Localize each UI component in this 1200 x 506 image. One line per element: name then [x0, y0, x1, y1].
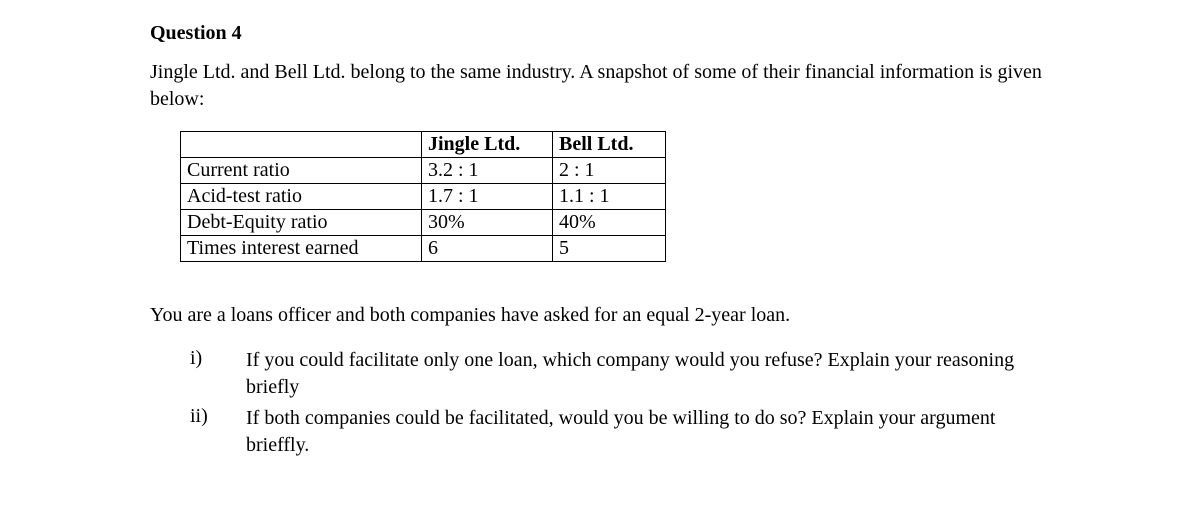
- table-header-cell: Bell Ltd.: [553, 132, 666, 158]
- table-cell: 3.2 : 1: [422, 158, 553, 184]
- table-cell: Debt-Equity ratio: [181, 210, 422, 236]
- table-cell: Times interest earned: [181, 236, 422, 262]
- table-cell: 2 : 1: [553, 158, 666, 184]
- table-cell: 40%: [553, 210, 666, 236]
- part-marker: ii): [190, 405, 246, 428]
- part-marker: i): [190, 347, 246, 370]
- question-part: ii) If both companies could be facilitat…: [190, 405, 1050, 459]
- question-parts: i) If you could facilitate only one loan…: [190, 347, 1050, 459]
- table-row: Acid-test ratio 1.7 : 1 1.1 : 1: [181, 184, 666, 210]
- table-header-row: Jingle Ltd. Bell Ltd.: [181, 132, 666, 158]
- table-header-cell: Jingle Ltd.: [422, 132, 553, 158]
- financial-table: Jingle Ltd. Bell Ltd. Current ratio 3.2 …: [180, 131, 666, 262]
- table-row: Current ratio 3.2 : 1 2 : 1: [181, 158, 666, 184]
- question-part: i) If you could facilitate only one loan…: [190, 347, 1050, 401]
- part-text: If both companies could be facilitated, …: [246, 405, 1050, 459]
- question-block: Question 4 Jingle Ltd. and Bell Ltd. bel…: [0, 0, 1200, 459]
- question-mid: You are a loans officer and both compani…: [150, 302, 1050, 329]
- question-intro: Jingle Ltd. and Bell Ltd. belong to the …: [150, 59, 1050, 113]
- table-cell: 5: [553, 236, 666, 262]
- part-text: If you could facilitate only one loan, w…: [246, 347, 1050, 401]
- table-header-cell: [181, 132, 422, 158]
- table-row: Times interest earned 6 5: [181, 236, 666, 262]
- table-cell: 6: [422, 236, 553, 262]
- table-cell: Current ratio: [181, 158, 422, 184]
- table-cell: 1.7 : 1: [422, 184, 553, 210]
- table-cell: 30%: [422, 210, 553, 236]
- table-row: Debt-Equity ratio 30% 40%: [181, 210, 666, 236]
- table-cell: 1.1 : 1: [553, 184, 666, 210]
- question-number: Question 4: [150, 22, 1050, 45]
- table-cell: Acid-test ratio: [181, 184, 422, 210]
